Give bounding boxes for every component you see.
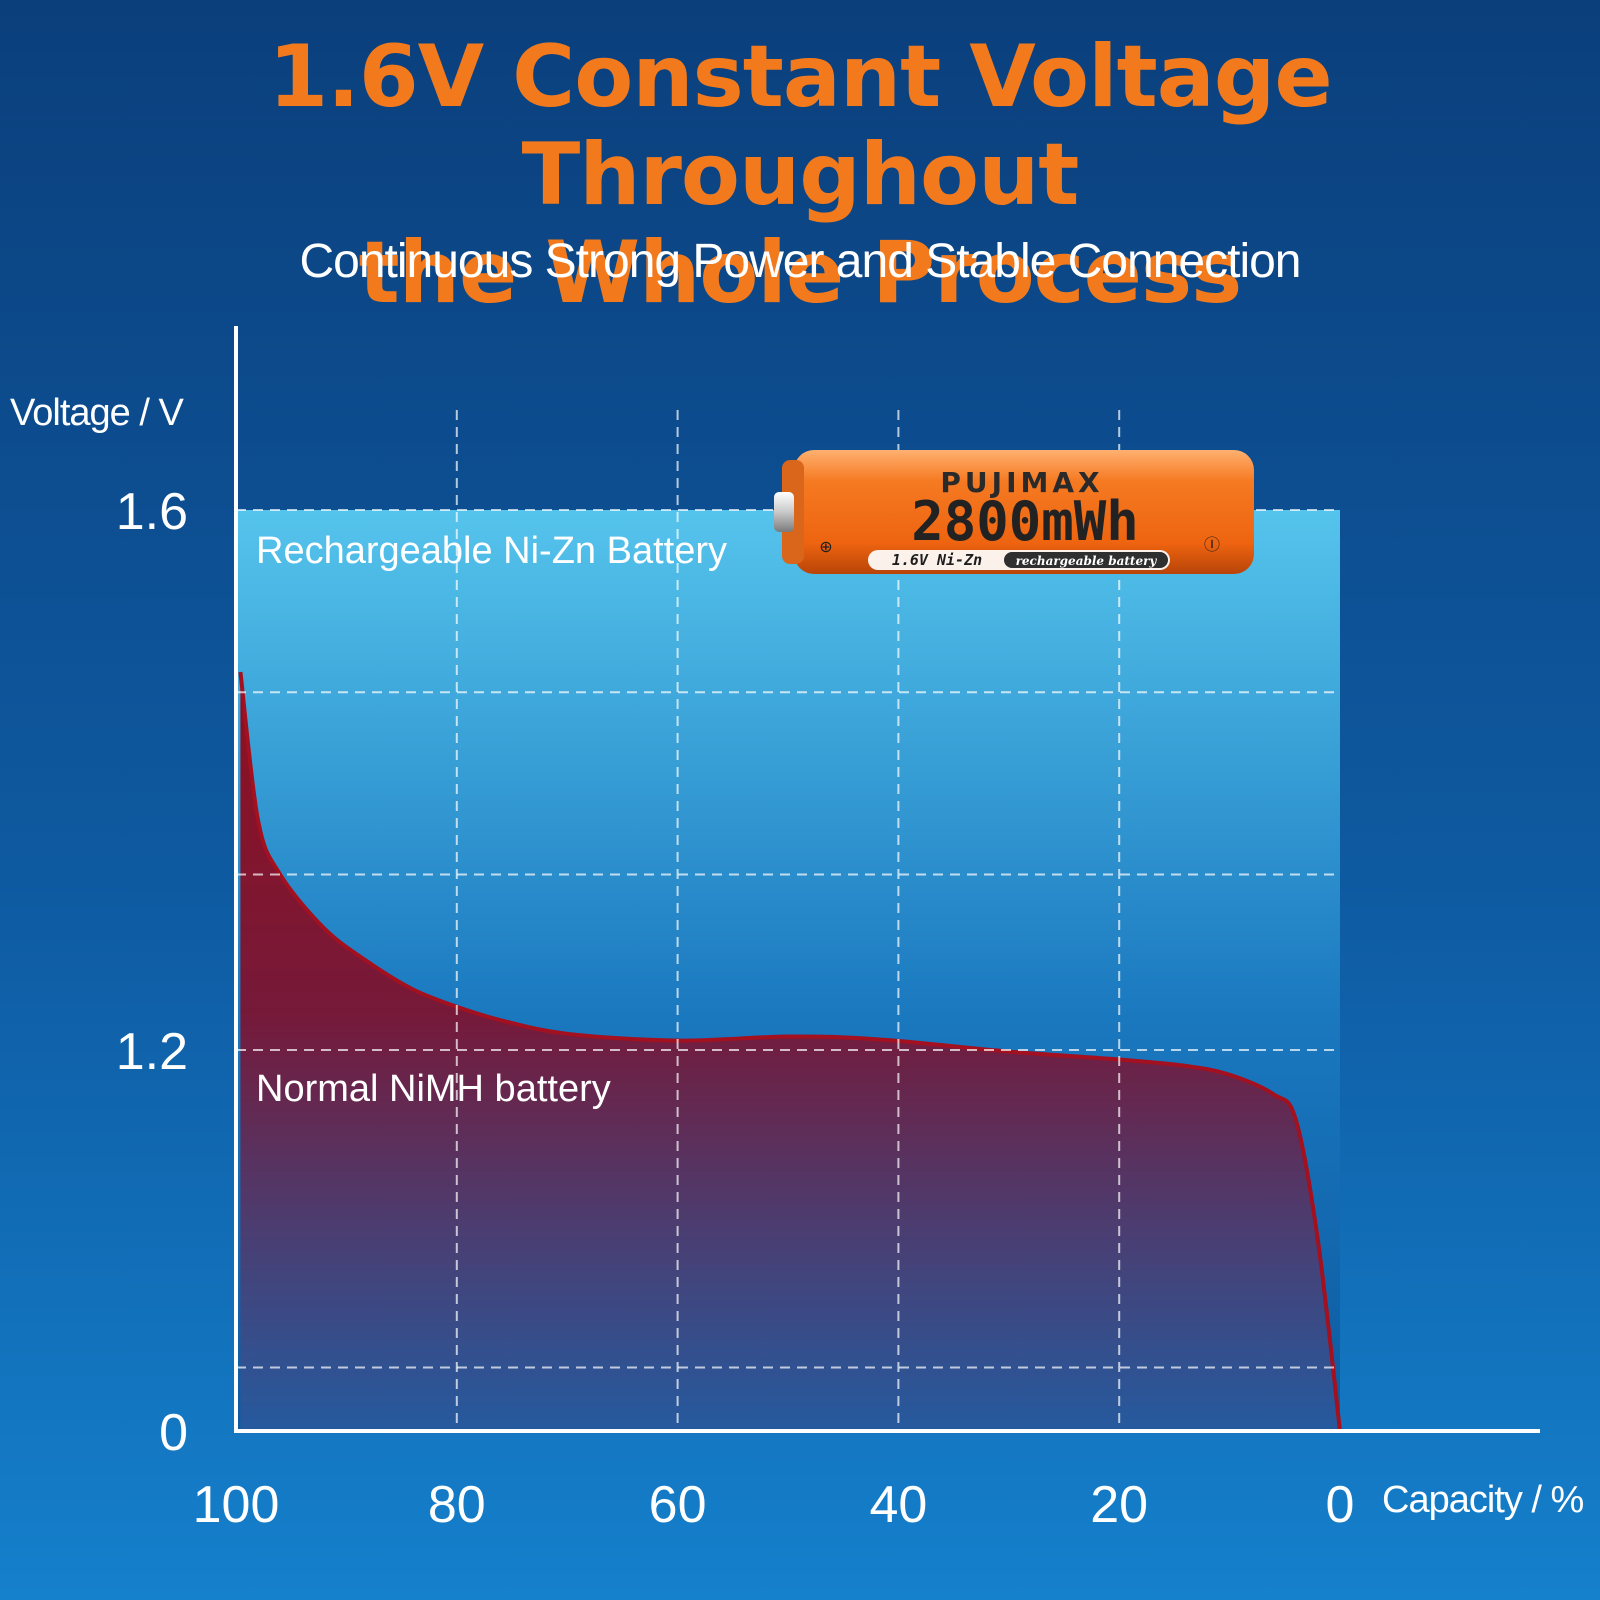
battery-illustration: PUJIMAX 2800mWh ⊕ Ⓘ 1.6V Ni-Zn rechargea… xyxy=(774,450,1254,574)
battery-brand: PUJIMAX xyxy=(940,466,1103,499)
battery-voltage-type: 1.6V Ni-Zn xyxy=(892,551,982,569)
y-tick-label: 0 xyxy=(159,1404,188,1462)
battery-capacity: 2800mWh xyxy=(911,490,1139,553)
nimh-series-line xyxy=(238,671,1342,1432)
y-tick-labels: 1.6 1.2 0 xyxy=(116,483,188,1462)
nizn-series-label: Rechargeable Ni-Zn Battery xyxy=(256,530,727,572)
battery-minus-icon: Ⓘ xyxy=(1204,535,1220,554)
title-line-2: the Whole Process xyxy=(358,223,1243,323)
nimh-series-label: Normal NiMH battery xyxy=(256,1068,611,1110)
x-tick-label: 100 xyxy=(193,1476,280,1534)
x-tick-labels: 100 80 60 40 20 0 xyxy=(193,1476,1355,1534)
y-axis-label: Voltage / V xyxy=(10,392,184,434)
battery-plus-icon: ⊕ xyxy=(819,537,832,556)
y-tick-label: 1.6 xyxy=(116,483,188,541)
page-title: 1.6V Constant Voltage Throughout the Who… xyxy=(0,28,1600,322)
page-subtitle: Continuous Strong Power and Stable Conne… xyxy=(299,235,1301,288)
x-tick-label: 40 xyxy=(869,1476,927,1534)
title-line-1: 1.6V Constant Voltage Throughout xyxy=(268,27,1332,225)
x-tick-label: 0 xyxy=(1326,1476,1355,1534)
x-axis-label: Capacity / % xyxy=(1382,1479,1584,1521)
x-tick-label: 60 xyxy=(649,1476,707,1534)
battery-tag: rechargeable battery xyxy=(1016,554,1158,568)
nimh-series-area xyxy=(240,672,1340,1431)
x-tick-label: 80 xyxy=(428,1476,486,1534)
x-tick-label: 20 xyxy=(1090,1476,1148,1534)
y-tick-label: 1.2 xyxy=(116,1023,188,1081)
